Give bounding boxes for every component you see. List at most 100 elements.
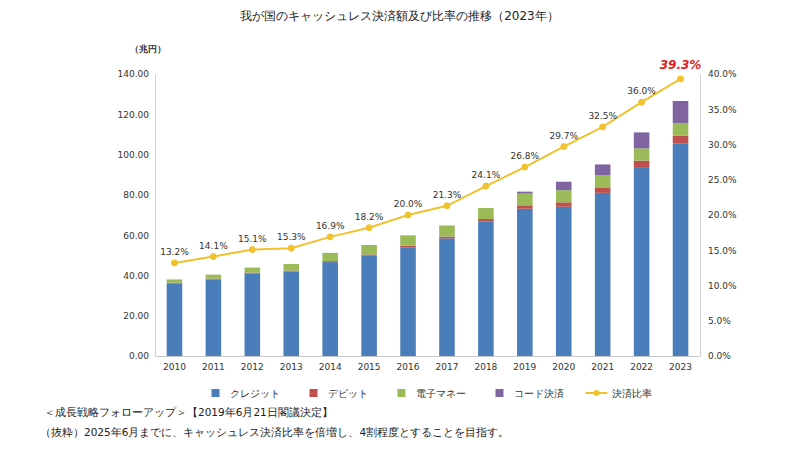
bar: [361, 245, 377, 246]
tick-label: 2013: [280, 362, 303, 372]
tick: 2020: [552, 356, 575, 372]
bar: [206, 274, 222, 275]
tick-label: 100.00: [118, 150, 150, 160]
marker: [600, 124, 606, 130]
bar: [439, 237, 455, 239]
marker: [249, 247, 255, 253]
tick: 2013: [280, 356, 303, 372]
chart: 我が国のキャッシュレス決済額及び比率の推移（2023年）（兆円）0.0020.0…: [0, 0, 799, 452]
marker: [210, 254, 216, 260]
bar: [556, 182, 572, 190]
legend: クレジット デビット 電子マネー コード決済 決済比率: [212, 388, 652, 399]
bar: [634, 161, 650, 167]
legend-item: クレジット: [212, 388, 280, 399]
bar: [167, 279, 183, 280]
tick: 40.00: [123, 271, 155, 281]
bar: [245, 267, 261, 268]
tick-label: 25.0%: [708, 175, 737, 185]
legend-label: コード決済: [514, 388, 564, 399]
marker: [288, 245, 294, 251]
marker: [405, 212, 411, 218]
bar: [556, 207, 572, 356]
tick: 100.00: [118, 150, 156, 160]
tick-label: 40.0%: [708, 69, 737, 79]
tick: 80.00: [123, 190, 155, 200]
legend-swatch: [398, 389, 406, 397]
legend-label: デビット: [328, 388, 368, 399]
tick: 2010: [163, 356, 186, 372]
chart-title: 我が国のキャッシュレス決済額及び比率の推移（2023年）: [240, 9, 559, 23]
tick: 2012: [241, 356, 264, 372]
tick-label: 5.0%: [708, 316, 731, 326]
bar: [439, 225, 455, 236]
bar: [517, 209, 533, 356]
bar: [283, 264, 299, 271]
annotation: ＜成長戦略フォローアップ＞【2019年6月21日閣議決定】: [44, 406, 333, 418]
tick: 20.0%: [700, 210, 737, 220]
legend-label: クレジット: [230, 388, 280, 399]
bar: [517, 194, 533, 206]
data-label: 13.2%: [160, 247, 189, 257]
marker: [366, 225, 372, 231]
bar: [322, 261, 338, 262]
bar: [478, 222, 494, 356]
tick-label: 10.0%: [708, 281, 737, 291]
tick: 2014: [319, 356, 342, 372]
data-labels: 13.2%14.1%15.1%15.3%16.9%18.2%20.0%21.3%…: [160, 58, 701, 257]
tick: 15.0%: [700, 246, 737, 256]
tick-label: 2016: [397, 362, 420, 372]
bar: [478, 207, 494, 208]
bar-series: [167, 123, 689, 283]
axis-line: [155, 75, 156, 357]
tick-label: 140.00: [118, 69, 150, 79]
tick: 30.0%: [700, 140, 737, 150]
legend-item: 電子マネー: [398, 388, 466, 399]
tick: 25.0%: [700, 175, 737, 185]
tick: 2023: [669, 356, 692, 372]
tick: 120.00: [118, 110, 156, 120]
marker: [522, 164, 528, 170]
annotation: （抜粋）2025年6月までに、キャッシュレス決済比率を倍増し、4割程度とすること…: [40, 426, 509, 439]
tick: 35.0%: [700, 105, 737, 115]
marker: [483, 183, 489, 189]
tick: 2021: [591, 356, 614, 372]
tick-label: 2015: [358, 362, 381, 372]
tick: 2015: [358, 356, 381, 372]
legend-item: 決済比率: [586, 388, 652, 399]
bar: [400, 235, 416, 245]
tick-label: 2010: [163, 362, 186, 372]
tick: 2017: [436, 356, 459, 372]
bar: [400, 235, 416, 236]
bar: [595, 193, 611, 356]
marker: [678, 76, 684, 82]
y2-axis: 0.0%5.0%10.0%15.0%20.0%25.0%30.0%35.0%40…: [700, 69, 737, 361]
tick-label: 2018: [474, 362, 497, 372]
bar: [556, 190, 572, 202]
marker: [639, 99, 645, 105]
tick-label: 2020: [552, 362, 575, 372]
bar: [245, 268, 261, 273]
bar: [400, 247, 416, 356]
bar: [478, 208, 494, 219]
bar: [478, 219, 494, 222]
tick-label: 20.00: [123, 311, 149, 321]
axis-line: [700, 75, 701, 357]
marker: [561, 144, 567, 150]
tick-label: 2014: [319, 362, 342, 372]
tick: 60.00: [123, 231, 155, 241]
tick: 5.0%: [700, 316, 731, 326]
plot: 0.0020.0040.0060.0080.00100.00120.00140.…: [118, 58, 738, 372]
bar: [245, 273, 261, 356]
bar: [361, 245, 377, 254]
tick: 40.0%: [700, 69, 737, 79]
tick-label: 40.00: [123, 271, 149, 281]
bar: [167, 283, 183, 356]
line: [174, 79, 680, 263]
bar: [322, 252, 338, 253]
bar: [206, 275, 222, 279]
tick-label: 60.00: [123, 231, 149, 241]
x-axis: 2010201120122013201420152016201720182019…: [156, 356, 701, 372]
data-label: 21.3%: [433, 190, 462, 200]
bar: [673, 136, 689, 143]
tick: 10.0%: [700, 281, 737, 291]
